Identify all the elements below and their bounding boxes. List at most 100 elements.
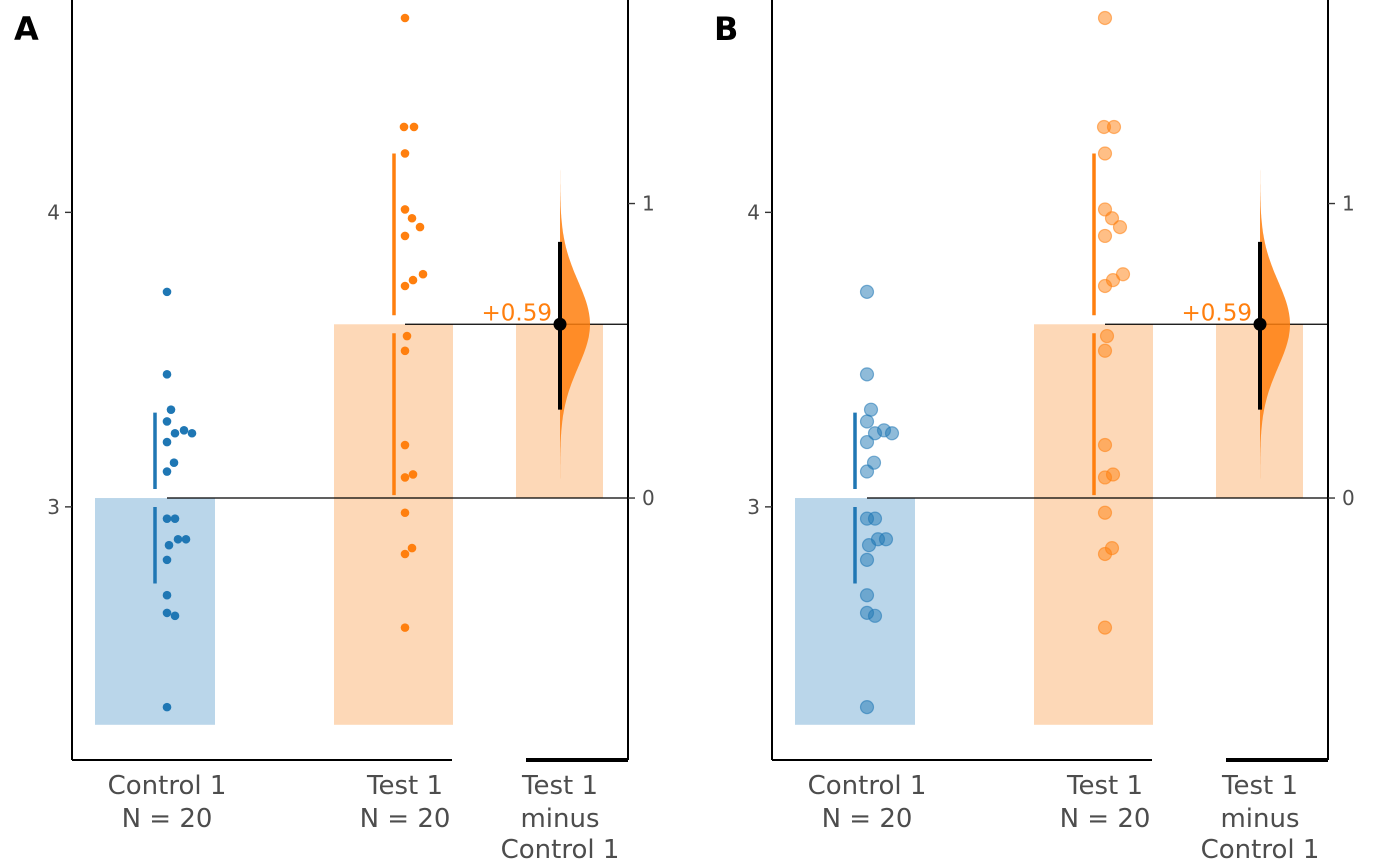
test-data-point: [1097, 620, 1113, 635]
test-data-point: [1097, 505, 1113, 520]
delta-label-line3: Control 1: [501, 835, 620, 865]
control-data-point: [162, 370, 172, 379]
control-data-point: [162, 590, 172, 600]
delta-value-label: +0.59: [482, 300, 552, 326]
group-label-name: Control 1: [808, 771, 927, 801]
test-data-point: [400, 149, 410, 158]
test-data-point: [1097, 278, 1113, 294]
test-data-point: [1104, 211, 1120, 226]
test-data-point: [1097, 146, 1113, 161]
control-data-point: [162, 608, 172, 618]
control-data-point: [861, 538, 877, 553]
test-data-point: [1097, 343, 1113, 358]
test-data-point: [400, 346, 410, 356]
test-data-point: [400, 205, 410, 214]
delta-tick-label: 1: [642, 192, 655, 216]
control-data-point: [859, 367, 875, 382]
group-label-n: N = 20: [822, 804, 913, 834]
control-data-point: [859, 434, 875, 450]
bootstrap-distribution: [1260, 165, 1290, 481]
delta-point-estimate: [1253, 317, 1267, 331]
test-data-point: [1099, 328, 1115, 344]
delta-label-line2: minus: [520, 804, 599, 834]
delta-tick-label: 0: [642, 486, 655, 510]
control-data-point: [173, 534, 183, 544]
test-data-point: [402, 331, 412, 341]
control-data-point: [884, 426, 900, 441]
test-data-point: [400, 231, 410, 241]
y-tick-label: 3: [747, 495, 760, 519]
test-data-point: [399, 122, 409, 132]
test-data-point: [400, 549, 410, 559]
control-data-point: [164, 540, 174, 550]
group-label-name: Test 1: [366, 771, 443, 801]
control-data-point: [162, 467, 172, 476]
test-data-point: [1097, 546, 1113, 562]
control-data-point: [162, 514, 172, 523]
control-data-point: [170, 514, 180, 523]
test-data-point: [408, 470, 418, 479]
delta-label-line1: Test 1: [1221, 771, 1298, 801]
delta-label-line1: Test 1: [521, 771, 598, 801]
control-data-point: [867, 608, 883, 623]
group-label-n: N = 20: [1060, 804, 1151, 834]
group-label-name: Test 1: [1066, 771, 1143, 801]
test-data-point: [1097, 228, 1113, 244]
test-data-point: [400, 281, 410, 291]
control-data-point: [162, 287, 172, 297]
y-tick-label: 4: [747, 200, 760, 224]
control-data-point: [181, 534, 191, 544]
test-data-point: [407, 213, 417, 223]
control-data-point: [179, 426, 189, 435]
y-tick-label: 3: [47, 495, 60, 519]
control-data-point: [187, 428, 197, 438]
test-data-point: [400, 508, 410, 518]
control-data-point: [162, 702, 172, 712]
test-data-point: [400, 13, 410, 23]
y-tick-label: 4: [47, 200, 60, 224]
test-data-point: [408, 275, 418, 285]
control-data-point: [162, 417, 172, 426]
test-data-point: [409, 122, 419, 132]
panel-tag: A: [14, 10, 39, 48]
test-data-point: [400, 473, 410, 482]
control-data-point: [162, 437, 172, 447]
panel-tag: B: [714, 10, 738, 48]
test-data-point: [1106, 119, 1122, 135]
control-data-point: [166, 405, 176, 414]
delta-label-line3: Control 1: [1201, 835, 1320, 865]
control-data-point: [863, 402, 879, 417]
delta-label-line2: minus: [1220, 804, 1299, 834]
test-data-point: [1097, 470, 1113, 485]
control-data-point: [859, 700, 875, 715]
control-data-point: [859, 414, 875, 429]
control-data-point: [162, 555, 172, 565]
test-data-point: [400, 623, 410, 632]
delta-tick-label: 0: [1342, 486, 1355, 510]
delta-value-label: +0.59: [1182, 300, 1252, 326]
control-data-point: [859, 464, 875, 479]
control-data-point: [170, 428, 180, 438]
bootstrap-distribution: [560, 165, 590, 481]
test-data-point: [418, 269, 428, 279]
group-label-name: Control 1: [108, 771, 227, 801]
control-data-point: [867, 511, 883, 526]
test-data-point: [407, 543, 417, 553]
test-data-point: [1097, 437, 1113, 453]
group-label-n: N = 20: [360, 804, 451, 834]
test-data-point: [1112, 219, 1128, 235]
control-data-point: [878, 532, 894, 547]
group-label-n: N = 20: [122, 804, 213, 834]
control-data-point: [170, 611, 180, 621]
control-data-point: [867, 426, 883, 441]
delta-tick-label: 1: [1342, 192, 1355, 216]
delta-point-estimate: [553, 317, 567, 331]
control-data-point: [859, 588, 875, 603]
test-data-point: [400, 440, 410, 450]
control-data-point: [859, 284, 875, 299]
test-data-point: [1097, 10, 1113, 26]
control-data-point: [169, 458, 179, 467]
